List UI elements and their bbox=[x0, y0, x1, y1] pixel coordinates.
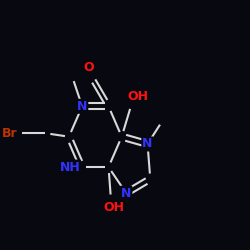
Text: N: N bbox=[121, 187, 131, 200]
Text: NH: NH bbox=[60, 160, 80, 173]
Text: OH: OH bbox=[128, 90, 148, 103]
Text: Br: Br bbox=[2, 127, 18, 140]
Text: OH: OH bbox=[103, 201, 124, 214]
Text: N: N bbox=[142, 138, 153, 150]
Text: N: N bbox=[77, 100, 87, 113]
Text: O: O bbox=[83, 62, 94, 74]
